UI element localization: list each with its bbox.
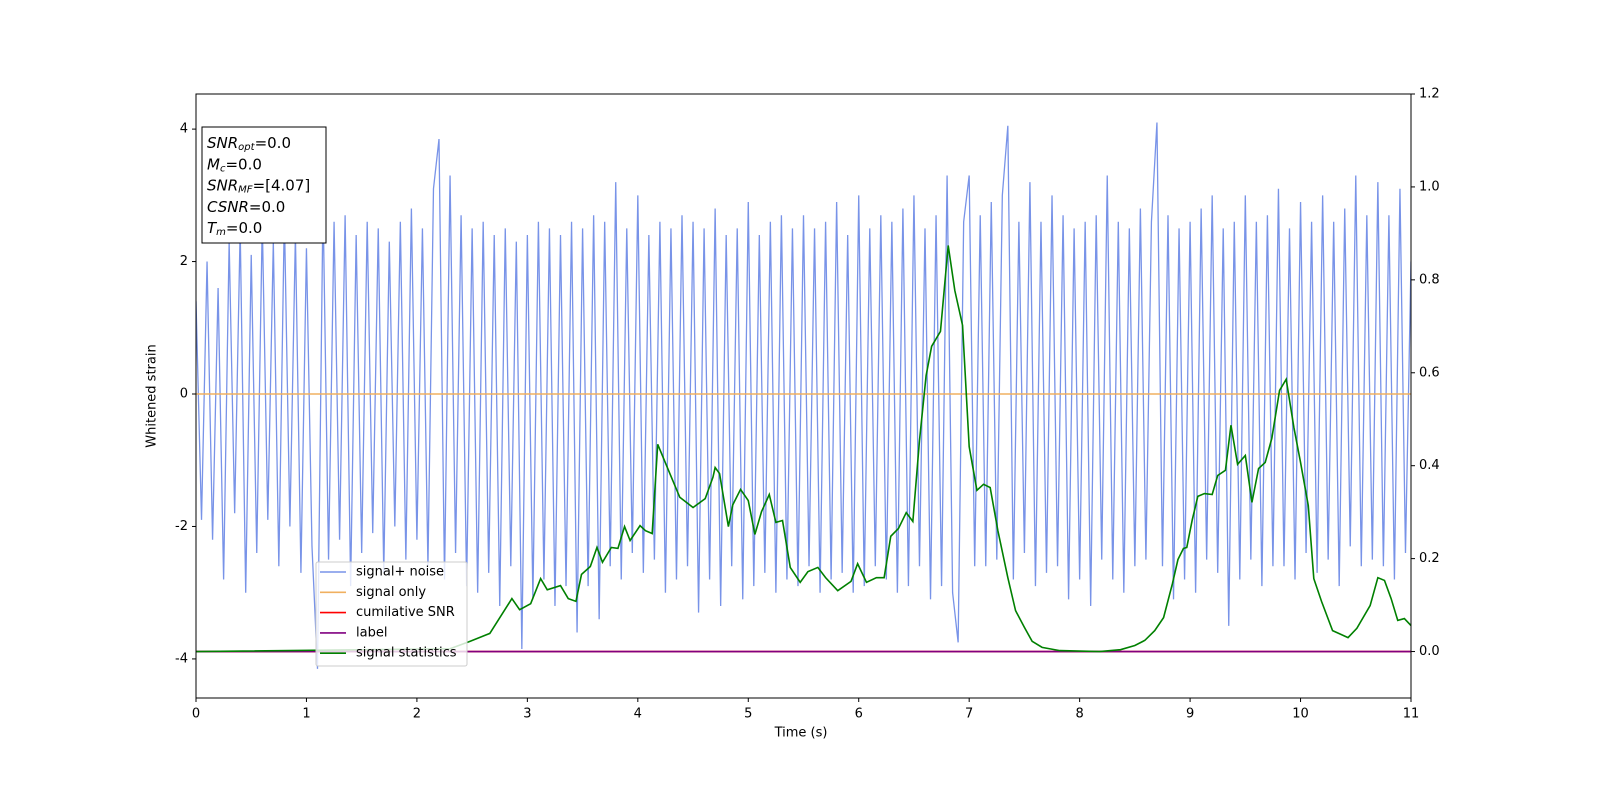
annotation-line: Tm=0.0: [207, 219, 262, 239]
x-tick-label: 0: [192, 707, 200, 722]
x-tick-label: 3: [523, 707, 531, 722]
annotation-rest: =0.0: [249, 197, 285, 215]
x-axis-label: Time (s): [774, 726, 828, 741]
annotation-sub: c: [220, 163, 226, 174]
x-tick-label: 10: [1292, 707, 1309, 722]
legend-label: signal statistics: [356, 646, 457, 661]
x-tick-label: 6: [855, 707, 863, 722]
annotation-rest: =[4.07]: [253, 176, 311, 194]
legend-box: [315, 561, 468, 667]
annotation-line: SNRopt=0.0: [207, 134, 291, 154]
x-tick-label: 2: [413, 707, 421, 722]
y2-tick-label: 0.0: [1419, 644, 1440, 659]
annotation-rest: =0.0: [226, 219, 262, 237]
annotation-base: M: [207, 155, 220, 173]
y2-tick-label: 0.4: [1419, 458, 1440, 473]
annotation-sub: m: [216, 227, 226, 238]
legend-label: signal+ noise: [356, 565, 444, 580]
legend-label: label: [356, 625, 387, 640]
y-tick-label: -2: [175, 519, 188, 534]
y-tick-label: 2: [180, 254, 188, 269]
plot-frame: [195, 93, 1412, 699]
series-line: [196, 122, 1411, 669]
y-tick-label: 0: [180, 387, 188, 402]
annotation-base: SNR: [207, 176, 238, 194]
annotation-sub: MF: [238, 185, 253, 196]
annotation-box: [201, 126, 327, 244]
y2-tick-label: 1.0: [1419, 179, 1440, 194]
y-tick-label: 4: [180, 122, 188, 137]
y2-tick-label: 1.2: [1419, 87, 1440, 102]
series-line: [196, 245, 1411, 653]
y-axis-label: Whitened strain: [145, 344, 160, 447]
x-tick-label: 8: [1075, 707, 1083, 722]
annotation-line: Mc=0.0: [207, 155, 262, 175]
x-tick-label: 1: [302, 707, 310, 722]
x-tick-label: 5: [744, 707, 752, 722]
annotation-rest: =0.0: [255, 134, 291, 152]
annotation-sub: opt: [238, 142, 255, 153]
y2-tick-label: 0.2: [1419, 551, 1440, 566]
annotation-base: T: [207, 219, 218, 237]
x-tick-label: 11: [1403, 707, 1420, 722]
x-tick-label: 7: [965, 707, 973, 722]
annotation-base: SNR: [207, 134, 238, 152]
x-tick-label: 4: [634, 707, 642, 722]
y-tick-label: -4: [175, 651, 188, 666]
annotation-line: SNRMF=[4.07]: [207, 176, 310, 196]
annotation-line: CSNR=0.0: [207, 197, 285, 215]
y2-tick-label: 0.6: [1419, 365, 1440, 380]
legend-label: cumilative SNR: [356, 605, 455, 620]
annotation-rest: =0.0: [225, 155, 261, 173]
annotation-base: CSNR: [207, 197, 249, 215]
y2-tick-label: 0.8: [1419, 272, 1440, 287]
legend-label: signal only: [356, 585, 426, 600]
x-tick-label: 9: [1186, 707, 1194, 722]
